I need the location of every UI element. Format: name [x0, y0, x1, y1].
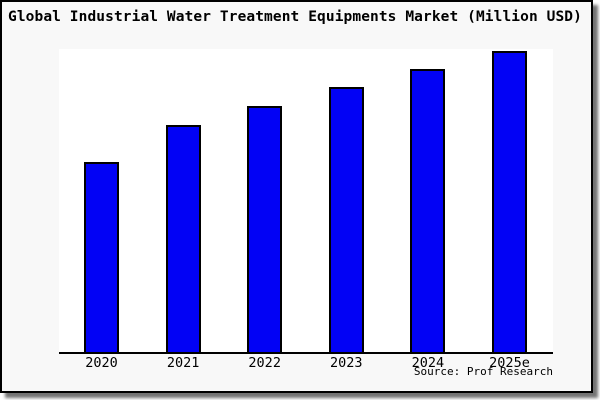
plot-area [59, 49, 553, 354]
bar-2021 [166, 125, 201, 352]
x-axis-labels: 2020 2021 2022 2023 2024 2025e [59, 355, 553, 371]
chart-title: Global Industrial Water Treatment Equipm… [8, 9, 582, 25]
x-tick-label-2024: 2024 [411, 355, 445, 371]
source-note: Source: Prof Research [413, 365, 553, 378]
x-tick-label-2022: 2022 [248, 355, 281, 371]
bar-2023 [329, 87, 364, 352]
x-tick-label-2020: 2020 [85, 355, 118, 371]
bar-2024 [410, 69, 445, 352]
x-tick-label-2023: 2023 [330, 355, 363, 371]
bar-2025e [492, 51, 527, 352]
x-tick-label-2021: 2021 [166, 355, 200, 371]
chart-frame: Global Industrial Water Treatment Equipm… [0, 0, 593, 393]
bar-2020 [84, 162, 119, 352]
bar-2022 [247, 106, 282, 352]
x-tick-label-2025e: 2025e [489, 355, 530, 371]
